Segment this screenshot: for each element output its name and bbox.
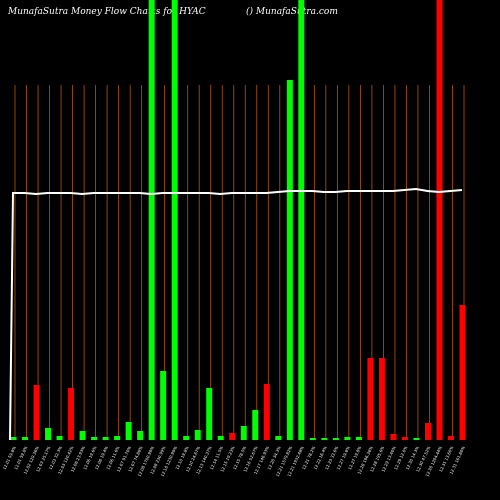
bar: [367, 358, 374, 440]
bar: [102, 437, 109, 440]
bar: [344, 437, 351, 440]
money-flow-line: [9, 187, 463, 441]
bar: [275, 436, 282, 440]
bar: [194, 430, 201, 440]
bar: [137, 431, 144, 440]
bar: [114, 436, 121, 440]
bar: [378, 358, 385, 440]
bar: [401, 437, 408, 440]
bar: [125, 422, 132, 440]
bar: [217, 436, 224, 440]
bar: [263, 384, 270, 440]
chart-title: MunafaSutra Money Flow Charts for HYAC: [7, 7, 206, 17]
bar: [183, 436, 190, 440]
bar: [171, 0, 178, 440]
bar: [22, 437, 29, 440]
bar: [355, 437, 362, 440]
bar: [68, 388, 75, 440]
bar: [10, 437, 17, 440]
bar: [45, 428, 52, 440]
chart-subtitle: () MunafaSutra.com: [246, 6, 338, 17]
bar: [321, 438, 328, 440]
bar: [79, 431, 86, 440]
bar: [309, 438, 316, 440]
bar: [56, 436, 63, 440]
bar: [413, 438, 420, 440]
bar: [459, 305, 466, 440]
bar: [206, 388, 213, 440]
bar: [240, 426, 247, 440]
bar: [447, 436, 454, 440]
bar: [286, 80, 293, 440]
bar: [33, 385, 40, 440]
bar: [298, 0, 305, 440]
bar: [148, 0, 155, 440]
bar: [160, 371, 167, 440]
bar: [229, 433, 236, 440]
bar: [332, 438, 339, 440]
bar: [252, 410, 259, 440]
bar: [436, 0, 443, 440]
bar: [390, 434, 397, 440]
bar: [424, 423, 431, 440]
bar: [91, 437, 98, 440]
